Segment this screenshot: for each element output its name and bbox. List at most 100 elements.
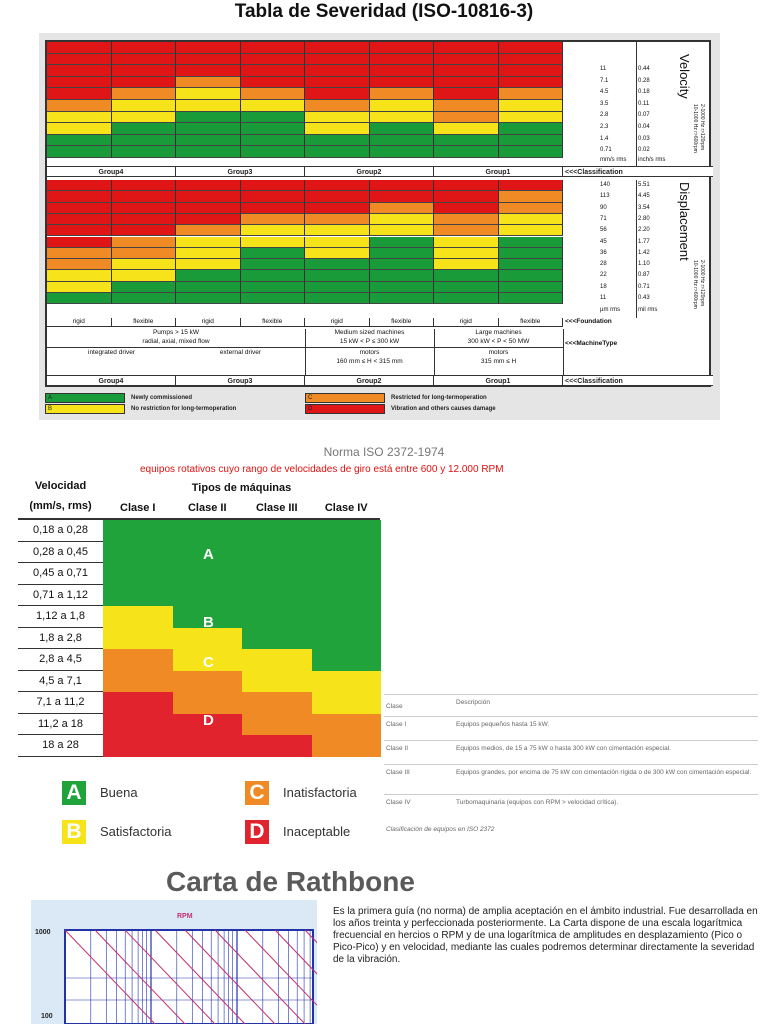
rathbone-severity-line — [94, 929, 186, 1024]
velocity-cell — [240, 123, 305, 135]
velocity-cell — [434, 146, 499, 158]
zone-fill — [172, 627, 243, 671]
velocity-cell — [47, 146, 112, 158]
legend-label: Inaceptable — [283, 824, 351, 839]
displacement-cell — [498, 236, 563, 248]
velocity-cell — [47, 111, 112, 124]
displacement-cell — [369, 202, 434, 214]
velocity-range: 0,18 a 0,28 — [18, 520, 103, 542]
class-table-caption: Clasificación de equipos en ISO 2372 — [386, 826, 495, 833]
displacement-axis-sub: 10-1000 Hz r>600rpm — [692, 260, 698, 309]
group-label: Group2 — [305, 375, 434, 386]
machine-divider — [47, 347, 563, 348]
velocity-cell — [176, 53, 241, 66]
displacement-cell — [176, 202, 241, 214]
group-label: Group4 — [47, 166, 176, 177]
velocity-mm-value: 2.8 — [600, 112, 609, 119]
displacement-um-value: 45 — [600, 238, 607, 245]
velocity-cell — [305, 76, 370, 89]
displacement-cell — [47, 293, 112, 305]
displacement-mil-value: 0.87 — [638, 272, 650, 279]
class-header: Clase II — [187, 502, 227, 514]
machine-desc: motors — [359, 349, 380, 356]
rathbone-description: Es la primera guía (no norma) de amplia … — [333, 906, 758, 965]
velocity-cell — [47, 88, 112, 100]
class-header: Clase I — [120, 502, 156, 514]
displacement-cell — [434, 236, 499, 248]
machine-desc: motors — [488, 349, 509, 356]
iso2372-subtitle: equipos rotativos cuyo rango de velocida… — [140, 464, 504, 475]
displacement-cell — [111, 293, 176, 305]
velocity-mm-value: 7.1 — [600, 77, 609, 84]
machine-type-label: <<<MachineType — [565, 340, 618, 347]
velocity-cell — [176, 42, 241, 54]
zone-fill — [242, 649, 312, 692]
velocity-mm-value: 4.5 — [600, 89, 609, 96]
velocity-in-value: 0.07 — [638, 112, 650, 119]
velocity-cell — [369, 42, 434, 54]
header-clase: Clase — [386, 703, 403, 710]
velocity-cell — [47, 53, 112, 66]
velocity-cell — [111, 134, 176, 147]
machine-desc: 15 kW < P ≤ 300 kW — [339, 338, 400, 345]
foundation-label: flexible — [498, 318, 563, 327]
velocity-cell — [240, 134, 305, 147]
displacement-cell — [111, 236, 176, 248]
zone-fill — [103, 649, 173, 692]
velocity-cell — [305, 134, 370, 147]
displacement-cell — [240, 191, 305, 203]
velocity-range: 1,8 a 2,8 — [18, 627, 103, 649]
displacement-cell — [111, 202, 176, 214]
displacement-cell — [498, 270, 563, 282]
displacement-mil-value: 2.80 — [638, 215, 650, 222]
displacement-cell — [111, 259, 176, 271]
velocity-axis-label: Velocity — [677, 54, 692, 99]
displacement-cell — [47, 225, 112, 237]
displacement-cell — [176, 236, 241, 248]
class-description: Equipos grandes, por encima de 75 kW con… — [456, 769, 752, 776]
displacement-mil-value: 5.51 — [638, 182, 650, 188]
displacement-um-value: 22 — [600, 272, 607, 279]
velocity-in-value: 0.03 — [638, 135, 650, 142]
legend-text: Newly commissioned — [131, 395, 193, 401]
velocity-cell — [305, 88, 370, 100]
velocity-cell — [111, 111, 176, 124]
group-label: Group2 — [305, 166, 434, 177]
displacement-cell — [369, 225, 434, 237]
displacement-cell — [369, 259, 434, 271]
displacement-cell — [111, 225, 176, 237]
velocity-cell — [369, 88, 434, 100]
displacement-cell — [176, 247, 241, 260]
class-description: Equipos medios, de 15 a 75 kW o hasta 30… — [456, 745, 671, 752]
velocity-mm-value: 1.4 — [600, 135, 609, 142]
rathbone-severity-line — [214, 929, 306, 1024]
displacement-cell — [111, 281, 176, 293]
foundation-label: rigid — [305, 318, 370, 327]
displacement-um-value: 36 — [600, 249, 607, 256]
velocity-cell — [47, 42, 112, 54]
foundation-label: flexible — [369, 318, 434, 327]
velocity-range: 0,28 a 0,45 — [18, 541, 103, 563]
zone-fill — [103, 520, 173, 606]
displacement-axis-label: Displacement — [677, 182, 692, 261]
velocity-range: 0,45 a 0,71 — [18, 563, 103, 585]
velocity-cell — [369, 134, 434, 147]
machine-desc: Medium sized machines — [334, 329, 405, 336]
displacement-cell — [240, 281, 305, 293]
displacement-cell — [498, 225, 563, 237]
machine-divider — [434, 329, 435, 375]
velocity-cell — [111, 88, 176, 100]
displacement-cell — [369, 270, 434, 282]
displacement-mil-value: 0.71 — [638, 283, 650, 290]
zone-fill — [103, 606, 173, 649]
velocity-range: 2,8 a 4,5 — [18, 649, 103, 671]
legend-text: Restricted for long-termoperation — [391, 395, 487, 401]
displacement-cell — [111, 270, 176, 282]
velocity-in-value: 0.04 — [638, 124, 650, 130]
displacement-cell — [47, 259, 112, 271]
displacement-cell — [434, 293, 499, 305]
legend-label: Buena — [100, 785, 138, 800]
machine-desc: external driver — [219, 349, 262, 356]
displacement-cell — [305, 236, 370, 248]
displacement-cell — [111, 180, 176, 192]
